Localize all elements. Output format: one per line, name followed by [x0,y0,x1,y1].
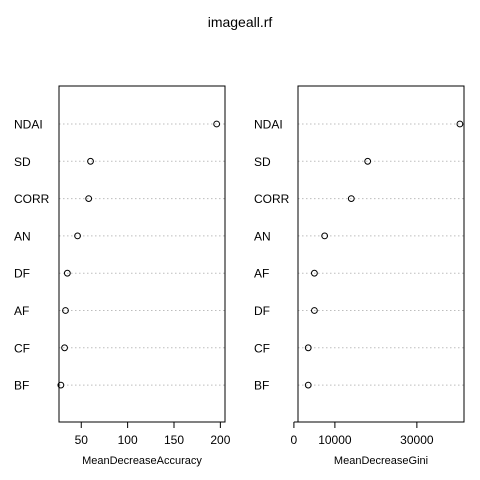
category-label: DF [14,267,30,281]
data-point [57,381,65,389]
data-point [74,232,81,240]
x-tick-label: 50 [75,433,89,447]
x-tick-label: 30000 [400,433,434,447]
x-axis-label: MeanDecreaseAccuracy [82,455,202,467]
category-label: CF [254,341,270,355]
category-label: AF [254,267,269,281]
category-label: SD [14,155,31,169]
panel-1: NDAI SD CORR AN DF AF CF BF 50 100 150 200 MeanDecre… [14,85,231,467]
data-point [85,195,93,203]
category-label: DF [254,304,270,318]
category-label: NDAI [254,118,283,132]
data-point [63,269,71,277]
data-point [304,381,312,389]
category-label: BF [14,379,29,393]
data-point [62,307,69,314]
x-tick-label: 150 [164,433,184,447]
category-label: AF [14,304,29,318]
category-label: NDAI [14,118,43,132]
data-point [61,344,68,352]
category-label: CORR [254,192,290,206]
data-point [364,157,372,165]
chart-title: imageall.rf [208,14,273,30]
category-label: BF [254,379,269,393]
data-point [321,232,329,240]
panel-2: NDAI SD CORR AN AF DF CF BF 0 10000 30000 MeanDecre… [254,85,465,467]
x-axis: 50 100 150 200 [75,421,231,447]
data-point [456,120,464,128]
category-label: CORR [14,192,50,206]
data-point [87,157,94,165]
x-tick-label: 10000 [318,433,352,447]
data-point [213,120,221,128]
data-point [310,307,318,314]
data-point [347,195,355,203]
x-tick-label: 200 [210,433,230,447]
category-label: AN [14,229,31,243]
x-axis-label: MeanDecreaseGini [334,455,428,467]
x-tick-label: 100 [118,433,138,447]
x-axis: 0 10000 30000 [291,421,434,447]
panels: NDAI SD CORR AN DF AF CF BF 50 100 150 200 MeanDecre… [14,85,465,467]
category-label: CF [14,341,30,355]
x-tick-label: 0 [291,433,298,447]
category-label: AN [254,229,271,243]
data-point [310,269,318,277]
category-label: SD [254,155,271,169]
data-point [304,344,312,352]
